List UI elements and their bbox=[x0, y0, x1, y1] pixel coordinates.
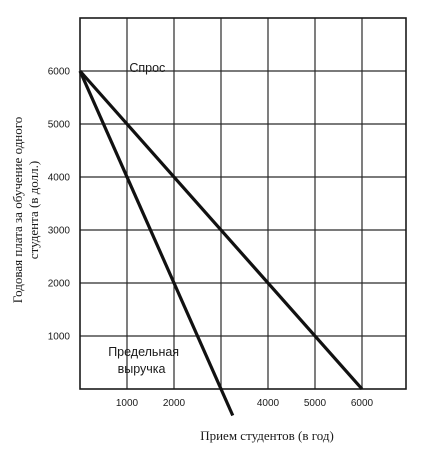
y-tick-label: 3000 bbox=[48, 226, 71, 237]
y-axis-label: Годовая плата за обучение одногостудента… bbox=[10, 117, 41, 304]
x-axis-label: Прием студентов (в год) bbox=[200, 428, 334, 443]
x-tick-label: 6000 bbox=[351, 398, 374, 409]
tick-labels: 1000 2000 4000 5000 6000 1000 2000 3000 4000 5000… bbox=[10, 67, 374, 410]
y-tick-label: 6000 bbox=[48, 67, 71, 78]
plot-frame bbox=[79, 17, 407, 390]
annotation-marginal: Предельная bbox=[108, 345, 179, 359]
grid bbox=[79, 17, 407, 390]
annotation-demand: Спрос bbox=[129, 61, 165, 75]
series-lines bbox=[78, 69, 364, 417]
y-axis-label-line: Годовая плата за обучение одного bbox=[10, 117, 25, 304]
x-tick-label: 1000 bbox=[116, 398, 139, 409]
annotations: Спрос Предельная выручка bbox=[108, 61, 179, 376]
y-tick-label: 2000 bbox=[48, 279, 71, 290]
x-tick-label: 5000 bbox=[304, 398, 327, 409]
x-tick-label: 2000 bbox=[163, 398, 186, 409]
x-tick-label: 4000 bbox=[257, 398, 280, 409]
annotation-revenue: выручка bbox=[118, 362, 166, 376]
demand-line bbox=[78, 69, 364, 391]
y-axis-label-line: студента (в долл.) bbox=[26, 161, 41, 259]
y-tick-label: 4000 bbox=[48, 173, 71, 184]
y-tick-label: 5000 bbox=[48, 120, 71, 131]
y-tick-label: 1000 bbox=[48, 332, 71, 343]
marginal-revenue-line bbox=[78, 70, 235, 417]
